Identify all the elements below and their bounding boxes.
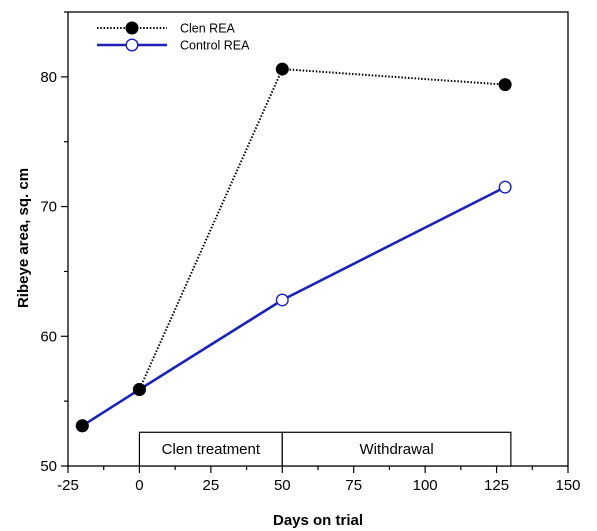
data-point bbox=[498, 180, 512, 194]
x-tick-label: 25 bbox=[203, 477, 220, 494]
phase-annotations: Clen treatment Withdrawal bbox=[138, 431, 512, 467]
y-tick-label: 80 bbox=[40, 69, 57, 86]
legend: Clen REA Control REA bbox=[97, 21, 250, 53]
y-tick-label: 70 bbox=[40, 199, 57, 216]
plot-frame bbox=[67, 11, 569, 467]
y-axis-title: Ribeye area, sq. cm bbox=[15, 168, 32, 308]
phase-box bbox=[138, 431, 283, 467]
phase-label: Clen treatment bbox=[162, 441, 261, 458]
data-point bbox=[275, 293, 289, 307]
x-axis-title: Days on trial bbox=[273, 512, 363, 529]
x-tick-label: 150 bbox=[555, 477, 580, 494]
legend-label: Clen REA bbox=[180, 22, 236, 36]
x-tick-label: 50 bbox=[274, 477, 291, 494]
y-tick-label: 50 bbox=[40, 458, 57, 475]
data-point bbox=[75, 419, 89, 433]
series-lines bbox=[75, 62, 512, 433]
x-tick-label: -25 bbox=[57, 477, 79, 494]
x-tick-label: 0 bbox=[135, 477, 143, 494]
legend-label: Control REA bbox=[180, 39, 250, 53]
legend-swatch-marker bbox=[125, 21, 139, 35]
x-tick-label: 100 bbox=[413, 477, 438, 494]
phase-label: Withdrawal bbox=[359, 441, 433, 458]
data-point bbox=[275, 62, 289, 76]
y-tick-label: 60 bbox=[40, 328, 57, 345]
phase-box bbox=[281, 431, 512, 467]
x-tick-label: 125 bbox=[484, 477, 509, 494]
series-line bbox=[81, 68, 506, 427]
series-line bbox=[81, 185, 506, 427]
data-point bbox=[132, 382, 146, 396]
legend-swatch-marker bbox=[125, 38, 139, 52]
x-tick-label: 75 bbox=[345, 477, 362, 494]
data-point bbox=[498, 78, 512, 92]
